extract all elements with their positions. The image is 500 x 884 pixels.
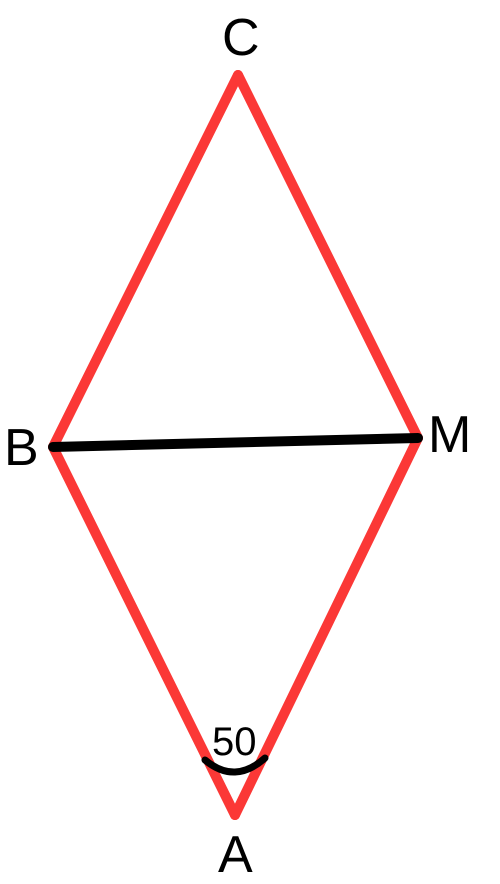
edge-CB (53, 75, 238, 447)
geometry-diagram: 50 C B M A (0, 0, 500, 884)
label-M: M (428, 406, 471, 464)
label-B: B (4, 419, 39, 477)
edge-BM (53, 438, 418, 447)
label-C: C (222, 9, 260, 67)
edge-CM (238, 75, 418, 438)
angle-value-A: 50 (212, 720, 257, 764)
label-A: A (218, 826, 253, 884)
